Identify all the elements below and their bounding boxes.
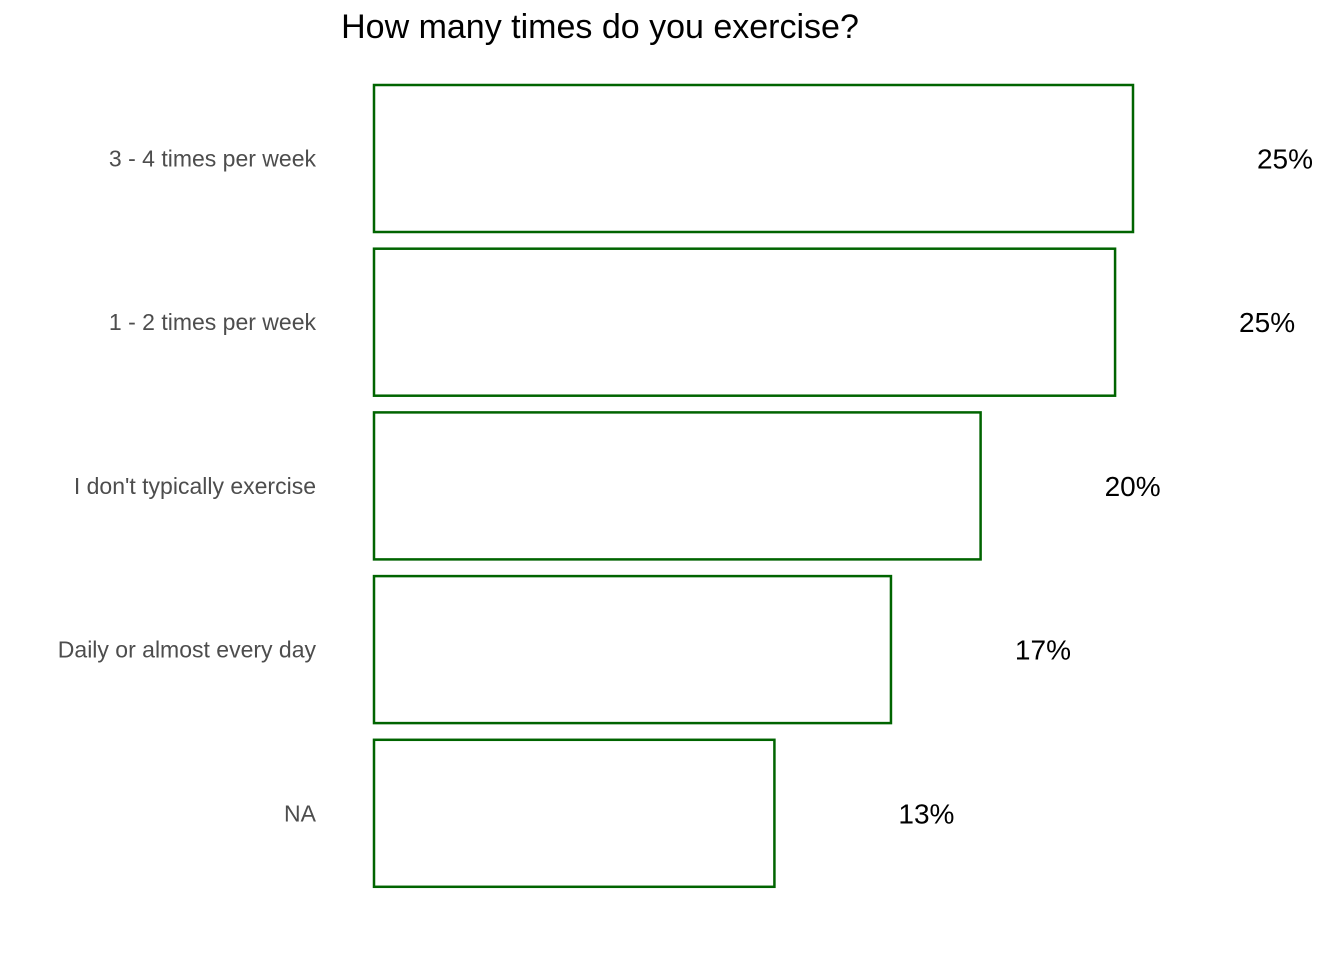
bar [372, 83, 1135, 234]
value-label: 17% [1015, 635, 1071, 666]
bar [372, 738, 776, 889]
category-label: Daily or almost every day [58, 637, 317, 663]
category-label: I don't typically exercise [74, 473, 316, 499]
value-label: 25% [1257, 144, 1313, 175]
value-label: 13% [898, 798, 954, 829]
value-label: 25% [1239, 307, 1295, 338]
category-label: 1 - 2 times per week [109, 309, 317, 335]
bar [372, 574, 893, 725]
bars-layer: 3 - 4 times per week 25% 1 - 2 times per w… [58, 83, 1313, 889]
bar [372, 411, 982, 561]
value-label: 20% [1105, 471, 1161, 502]
bar [372, 247, 1117, 397]
chart-title: How many times do you exercise? [341, 8, 859, 46]
category-label: NA [284, 800, 317, 826]
category-label: 3 - 4 times per week [109, 146, 317, 172]
